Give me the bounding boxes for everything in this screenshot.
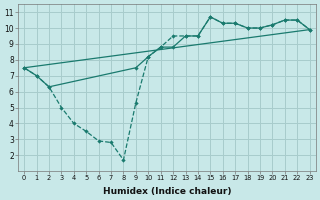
X-axis label: Humidex (Indice chaleur): Humidex (Indice chaleur): [103, 187, 231, 196]
